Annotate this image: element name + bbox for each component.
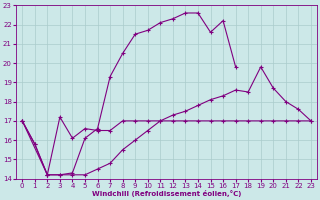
X-axis label: Windchill (Refroidissement éolien,°C): Windchill (Refroidissement éolien,°C) (92, 190, 241, 197)
